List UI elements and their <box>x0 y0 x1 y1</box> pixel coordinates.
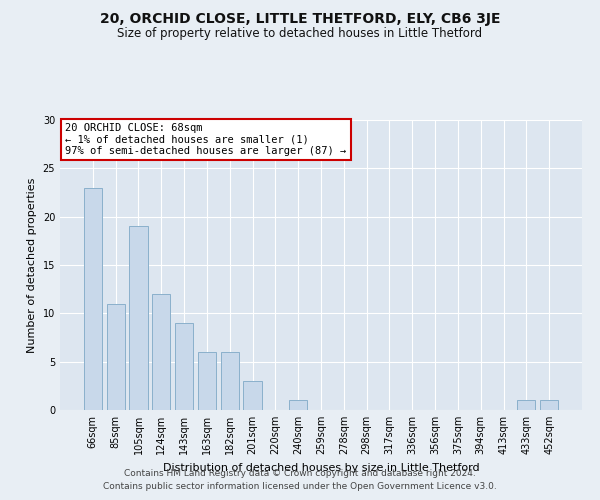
Text: 20, ORCHID CLOSE, LITTLE THETFORD, ELY, CB6 3JE: 20, ORCHID CLOSE, LITTLE THETFORD, ELY, … <box>100 12 500 26</box>
Text: Contains HM Land Registry data © Crown copyright and database right 2024.: Contains HM Land Registry data © Crown c… <box>124 468 476 477</box>
Bar <box>198 352 216 410</box>
Y-axis label: Number of detached properties: Number of detached properties <box>27 178 37 352</box>
Text: 20 ORCHID CLOSE: 68sqm
← 1% of detached houses are smaller (1)
97% of semi-detac: 20 ORCHID CLOSE: 68sqm ← 1% of detached … <box>65 123 346 156</box>
Bar <box>107 304 125 410</box>
Bar <box>289 400 307 410</box>
Text: Contains public sector information licensed under the Open Government Licence v3: Contains public sector information licen… <box>103 482 497 491</box>
Bar <box>130 226 148 410</box>
Bar <box>84 188 102 410</box>
X-axis label: Distribution of detached houses by size in Little Thetford: Distribution of detached houses by size … <box>163 462 479 472</box>
Bar <box>517 400 535 410</box>
Bar <box>540 400 558 410</box>
Bar <box>175 323 193 410</box>
Bar <box>221 352 239 410</box>
Bar <box>152 294 170 410</box>
Text: Size of property relative to detached houses in Little Thetford: Size of property relative to detached ho… <box>118 28 482 40</box>
Bar <box>244 381 262 410</box>
